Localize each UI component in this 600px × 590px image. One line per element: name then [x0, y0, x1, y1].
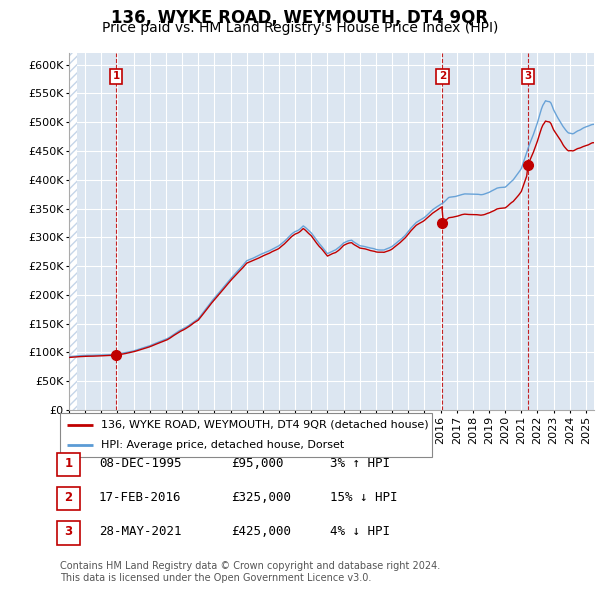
Text: £325,000: £325,000	[231, 491, 291, 504]
Text: Contains HM Land Registry data © Crown copyright and database right 2024.
This d: Contains HM Land Registry data © Crown c…	[60, 561, 440, 583]
Text: Price paid vs. HM Land Registry's House Price Index (HPI): Price paid vs. HM Land Registry's House …	[102, 21, 498, 35]
Text: 3: 3	[524, 71, 532, 81]
Text: 28-MAY-2021: 28-MAY-2021	[99, 525, 182, 538]
Text: 2: 2	[64, 491, 73, 504]
Text: £425,000: £425,000	[231, 525, 291, 538]
FancyBboxPatch shape	[60, 413, 432, 457]
Text: HPI: Average price, detached house, Dorset: HPI: Average price, detached house, Dors…	[101, 440, 344, 450]
Text: 08-DEC-1995: 08-DEC-1995	[99, 457, 182, 470]
Text: 136, WYKE ROAD, WEYMOUTH, DT4 9QR: 136, WYKE ROAD, WEYMOUTH, DT4 9QR	[112, 9, 488, 28]
Text: 15% ↓ HPI: 15% ↓ HPI	[330, 491, 398, 504]
Text: 1: 1	[64, 457, 73, 470]
Text: 17-FEB-2016: 17-FEB-2016	[99, 491, 182, 504]
Text: 136, WYKE ROAD, WEYMOUTH, DT4 9QR (detached house): 136, WYKE ROAD, WEYMOUTH, DT4 9QR (detac…	[101, 420, 428, 430]
Text: 3% ↑ HPI: 3% ↑ HPI	[330, 457, 390, 470]
Text: £95,000: £95,000	[231, 457, 284, 470]
Text: 3: 3	[64, 525, 73, 538]
Text: 4% ↓ HPI: 4% ↓ HPI	[330, 525, 390, 538]
Text: 2: 2	[439, 71, 446, 81]
Text: 1: 1	[113, 71, 120, 81]
